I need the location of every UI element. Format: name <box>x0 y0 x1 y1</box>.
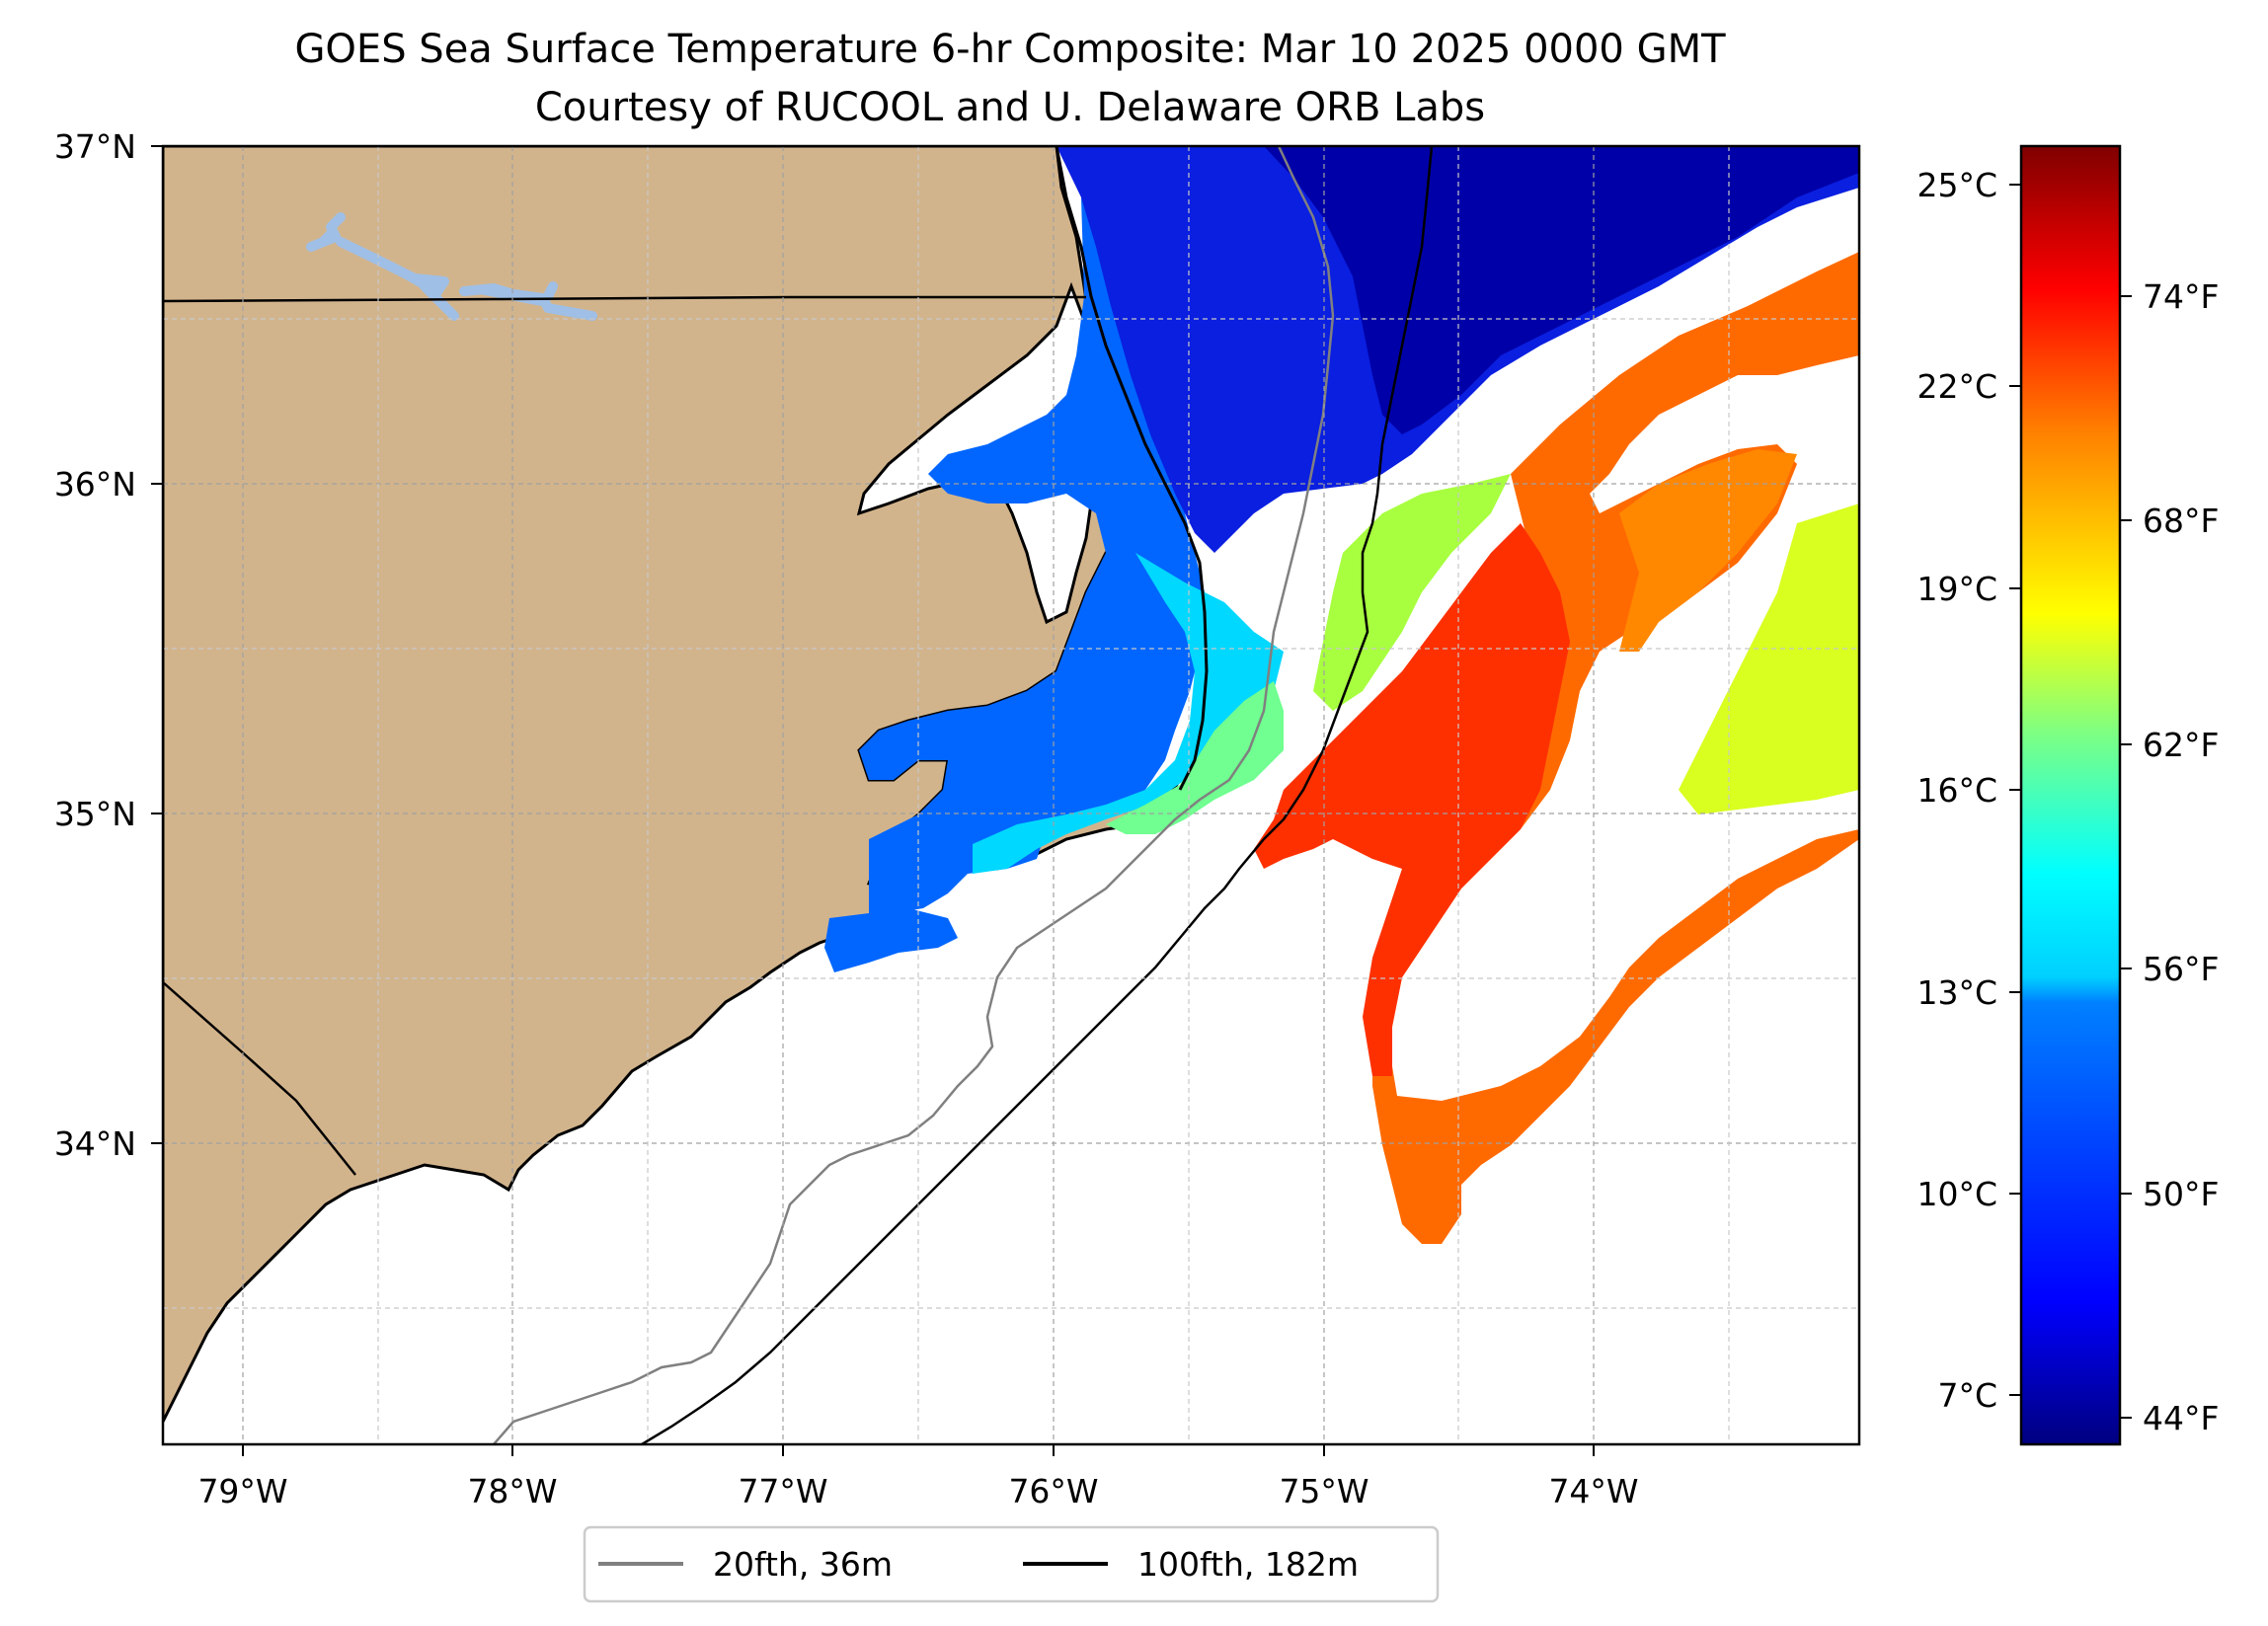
colorbar-fahrenheit-label: 44°F <box>2143 1399 2219 1437</box>
contour-100fth <box>641 146 1434 1444</box>
lat-tick-label: 37°N <box>54 127 136 166</box>
sst-green-yellow-wedge <box>1313 474 1511 711</box>
contour-20fth <box>493 146 1335 1444</box>
colorbar-fahrenheit-label: 62°F <box>2143 726 2219 764</box>
map-panel <box>163 146 1859 1444</box>
colorbar-gradient <box>2019 144 2122 1446</box>
colorbar-fahrenheit-label: 74°F <box>2143 277 2219 316</box>
state-border-nc-sc <box>163 981 356 1176</box>
map-frame <box>161 144 1861 1446</box>
legend: 20fth, 36m 100fth, 182m <box>583 1525 1440 1603</box>
colorbar-celsius-label: 25°C <box>1916 166 1997 204</box>
legend-box <box>583 1525 1440 1603</box>
colorbar-celsius-label: 7°C <box>1937 1376 1997 1415</box>
lon-tick-label: 76°W <box>1008 1472 1098 1510</box>
colorbar-fahrenheit-label: 68°F <box>2143 502 2219 540</box>
sst-cold-pamlico-south <box>824 908 958 972</box>
lon-tick-label: 74°W <box>1548 1472 1638 1510</box>
lat-tick-label: 34°N <box>54 1124 136 1163</box>
lat-axis: 37°N 36°N 35°N 34°N <box>54 127 163 1163</box>
lon-tick-label: 77°W <box>738 1472 827 1510</box>
colorbar-celsius-label: 19°C <box>1916 570 1997 608</box>
colorbar-celsius-label: 13°C <box>1916 973 1997 1012</box>
lat-tick-label: 35°N <box>54 795 136 833</box>
colorbar-celsius-label: 10°C <box>1916 1175 1997 1213</box>
colorbar-fahrenheit-label: 50°F <box>2143 1175 2219 1213</box>
colorbar-celsius-label: 22°C <box>1916 367 1997 406</box>
legend-label-100fth: 100fth, 182m <box>1137 1545 1359 1584</box>
sst-green-band <box>1106 681 1284 834</box>
sst-gulf-stream-east-orange <box>1619 449 1797 652</box>
lon-tick-label: 78°W <box>467 1472 557 1510</box>
lat-tick-label: 36°N <box>54 465 136 503</box>
sst-gulf-stream-core-red <box>1254 523 1570 1076</box>
lon-tick-label: 79°W <box>197 1472 287 1510</box>
legend-label-20fth: 20fth, 36m <box>713 1545 893 1584</box>
map-gridlines <box>163 146 1859 1444</box>
sst-yellow-east-patch <box>1679 503 1859 814</box>
lake-gaston <box>306 212 597 321</box>
lon-axis: 79°W 78°W 77°W 76°W 75°W 74°W <box>197 1444 1639 1510</box>
colorbar: 25°C 22°C 19°C 16°C 13°C 10°C 7°C 74°F 6… <box>1916 144 2219 1446</box>
outer-banks-barrier <box>1055 146 1209 791</box>
state-border-va-nc <box>163 295 1086 303</box>
lon-tick-label: 75°W <box>1279 1472 1369 1510</box>
figure-title: GOES Sea Surface Temperature 6-hr Compos… <box>294 27 1726 72</box>
colorbar-celsius-label: 16°C <box>1916 771 1997 810</box>
figure-subtitle: Courtesy of RUCOOL and U. Delaware ORB L… <box>535 85 1485 130</box>
sst-offshore-north-darkblue <box>1264 146 1859 434</box>
colorbar-fahrenheit-label: 56°F <box>2143 950 2219 988</box>
